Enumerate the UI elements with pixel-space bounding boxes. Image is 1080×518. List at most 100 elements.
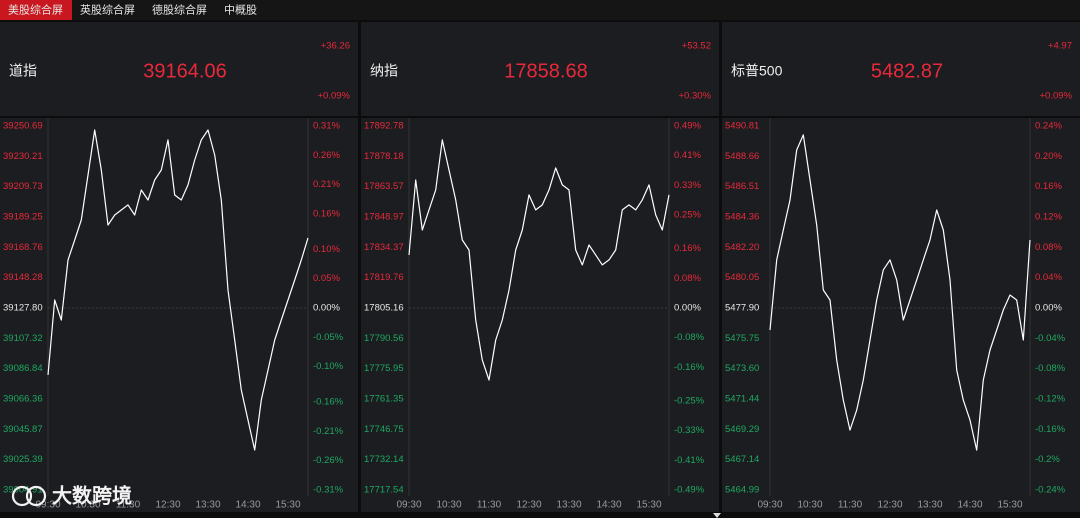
pct-tick-label: 0.49%	[674, 121, 701, 132]
pct-tick-label: 0.26%	[313, 150, 340, 161]
price-tick-label: 17717.54	[364, 485, 404, 496]
price-line	[408, 139, 670, 381]
price-tick-label: 5486.51	[725, 181, 759, 192]
price-tick-label: 5477.90	[725, 303, 759, 314]
price-tick-label: 17761.35	[364, 394, 404, 405]
pct-tick-label: -0.08%	[674, 332, 705, 343]
pct-tick-label: -0.2%	[1035, 454, 1060, 465]
scroll-indicator	[713, 513, 721, 518]
panel-chart	[361, 118, 719, 512]
pct-tick-label: -0.49%	[674, 485, 705, 496]
tab-active-bg	[0, 0, 72, 20]
index-name: 道指	[9, 63, 37, 79]
index-change-pct: +0.09%	[1040, 91, 1073, 102]
index-change: +53.52	[682, 41, 711, 52]
time-tick-label: 09:30	[35, 500, 60, 511]
pct-tick-label: -0.16%	[1035, 424, 1066, 435]
price-tick-label: 5475.75	[725, 333, 759, 344]
price-tick-label: 39066.36	[3, 394, 43, 405]
tab[interactable]: 中概股	[224, 3, 257, 16]
price-tick-label: 39107.32	[3, 333, 43, 344]
price-tick-label: 17892.78	[364, 121, 404, 132]
tab[interactable]: 美股综合屏	[8, 2, 63, 16]
time-tick-label: 12:30	[516, 500, 541, 511]
time-tick-label: 14:30	[957, 500, 982, 511]
pct-tick-label: -0.04%	[1035, 333, 1066, 344]
panel-header	[722, 22, 1080, 116]
pct-tick-label: 0.25%	[674, 210, 701, 221]
logo-icon	[25, 485, 47, 507]
price-tick-label: 5469.29	[725, 424, 759, 435]
price-tick-label: 5490.81	[725, 121, 759, 132]
pct-tick-label: 0.00%	[1035, 303, 1062, 314]
price-line	[47, 129, 309, 451]
index-change-pct: +0.30%	[679, 91, 712, 102]
tab-bar	[0, 0, 1080, 20]
time-tick-label: 15:30	[997, 500, 1022, 511]
price-tick-label: 39086.84	[3, 363, 43, 374]
pct-tick-label: -0.41%	[674, 455, 705, 466]
price-tick-label: 17878.18	[364, 151, 404, 162]
tab[interactable]: 英股综合屏	[80, 2, 135, 16]
time-tick-label: 09:30	[757, 500, 782, 511]
pct-tick-label: -0.16%	[313, 396, 344, 407]
price-tick-label: 17746.75	[364, 424, 404, 435]
price-tick-label: 17834.37	[364, 242, 404, 253]
pct-tick-label: 0.08%	[1035, 242, 1062, 253]
pct-tick-label: -0.10%	[313, 361, 344, 372]
panel-header	[0, 22, 358, 116]
pct-tick-label: 0.16%	[674, 243, 701, 254]
time-tick-label: 14:30	[596, 500, 621, 511]
pct-tick-label: 0.41%	[674, 150, 701, 161]
index-price: 17858.68	[504, 60, 587, 82]
price-tick-label: 17819.76	[364, 272, 404, 283]
index-price: 39164.06	[143, 60, 226, 82]
price-tick-label: 39209.73	[3, 181, 43, 192]
time-tick-label: 10:30	[436, 500, 461, 511]
price-tick-label: 39189.25	[3, 212, 43, 223]
pct-tick-label: 0.12%	[1035, 212, 1062, 223]
price-tick-label: 5484.36	[725, 211, 759, 222]
time-tick-label: 14:30	[235, 500, 260, 511]
pct-tick-label: -0.05%	[313, 332, 344, 343]
tab[interactable]: 德股综合屏	[152, 2, 207, 16]
price-tick-label: 39004.91	[3, 485, 43, 496]
time-tick-label: 11:30	[477, 500, 502, 511]
pct-tick-label: -0.21%	[313, 426, 344, 437]
time-tick-label: 12:30	[155, 500, 180, 511]
time-tick-label: 11:30	[838, 500, 863, 511]
time-tick-label: 10:30	[75, 500, 100, 511]
price-tick-label: 5480.05	[725, 272, 759, 283]
logo-text: 大数跨境	[52, 483, 132, 507]
time-tick-label: 15:30	[636, 500, 661, 511]
index-change-pct: +0.09%	[318, 91, 351, 102]
pct-tick-label: -0.16%	[674, 362, 705, 373]
time-tick-label: 12:30	[877, 500, 902, 511]
time-tick-label: 10:30	[797, 500, 822, 511]
pct-tick-label: 0.20%	[1035, 151, 1062, 162]
panel-header	[361, 22, 719, 116]
pct-tick-label: -0.08%	[1035, 363, 1066, 374]
price-tick-label: 5467.14	[725, 454, 759, 465]
pct-tick-label: -0.26%	[313, 455, 344, 466]
price-tick-label: 5473.60	[725, 363, 759, 374]
pct-tick-label: 0.00%	[674, 303, 701, 314]
price-line	[769, 134, 1031, 451]
price-tick-label: 39025.39	[3, 454, 43, 465]
price-tick-label: 39045.87	[3, 424, 43, 435]
index-name: 标普500	[731, 63, 783, 79]
price-tick-label: 17775.95	[364, 363, 404, 374]
pct-tick-label: 0.10%	[313, 244, 340, 255]
index-name: 纳指	[370, 63, 398, 79]
pct-tick-label: -0.12%	[1035, 394, 1066, 405]
price-tick-label: 17863.57	[364, 181, 404, 192]
pct-tick-label: 0.00%	[313, 303, 340, 314]
pct-tick-label: 0.05%	[313, 273, 340, 284]
index-change: +36.26	[321, 41, 350, 52]
time-tick-label: 15:30	[275, 500, 300, 511]
time-tick-label: 09:30	[396, 500, 421, 511]
panel-chart	[722, 118, 1080, 512]
price-tick-label: 17790.56	[364, 333, 404, 344]
